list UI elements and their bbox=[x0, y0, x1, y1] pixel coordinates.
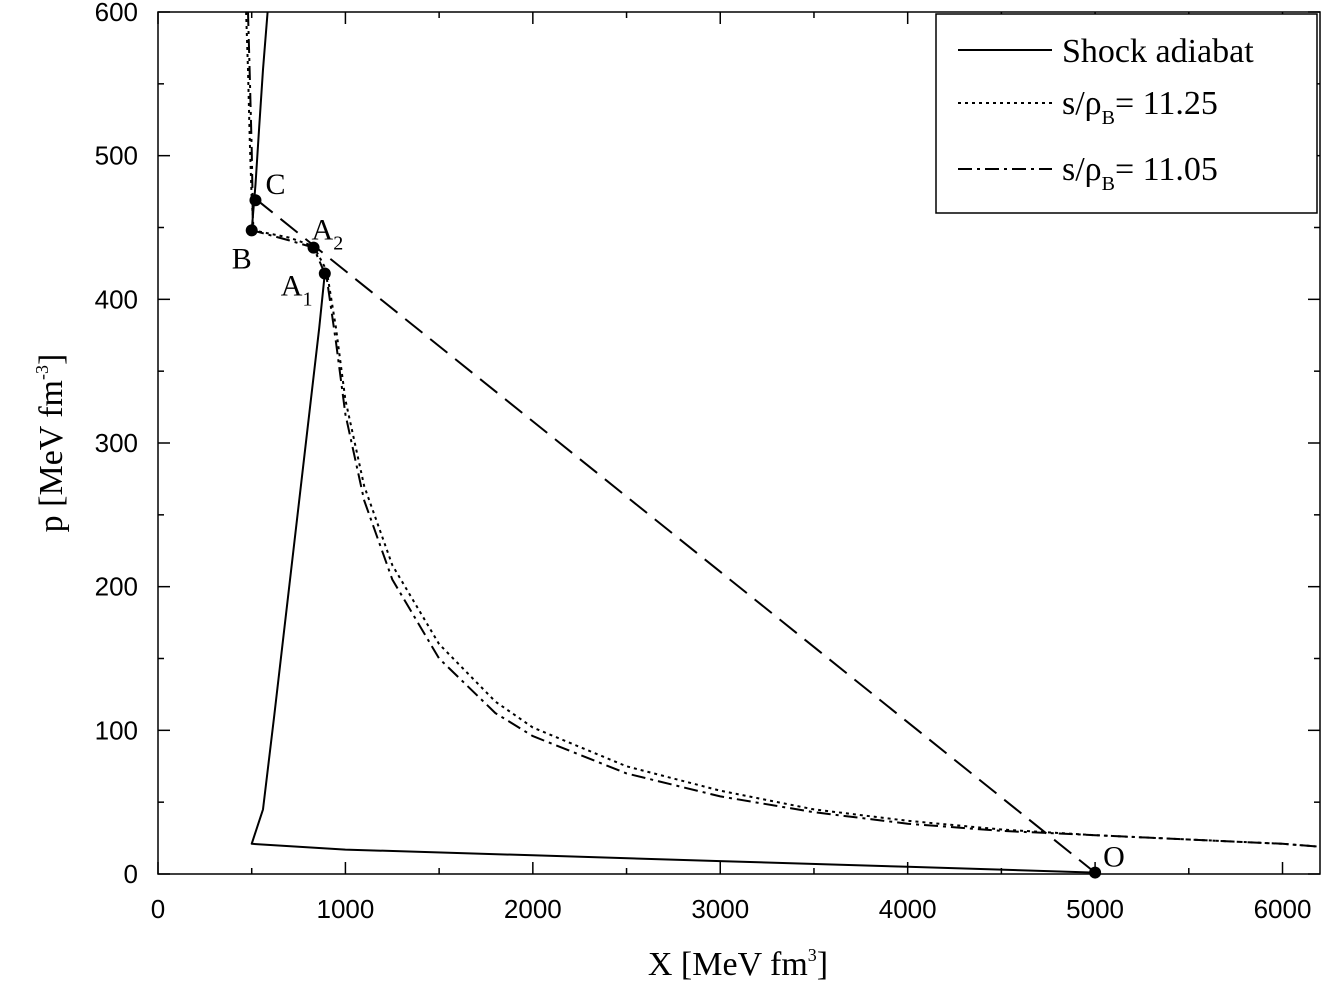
marker-label-C: C bbox=[265, 168, 285, 201]
y-tick-label: 500 bbox=[95, 141, 138, 171]
x-tick-label: 0 bbox=[151, 894, 165, 924]
y-tick-label: 600 bbox=[95, 0, 138, 27]
y-tick-label: 200 bbox=[95, 572, 138, 602]
series-line-0 bbox=[250, 273, 1096, 874]
legend-box bbox=[935, 13, 1318, 214]
y-tick-label: 100 bbox=[95, 715, 138, 745]
legend-label-s1125: s/ρB= 11.25 bbox=[1062, 85, 1218, 129]
marker-label-A1: A1 bbox=[281, 269, 313, 310]
marker-B bbox=[245, 224, 258, 237]
marker-C bbox=[249, 194, 262, 207]
marker-label-A2: A2 bbox=[312, 214, 344, 255]
x-tick-label: 4000 bbox=[879, 894, 937, 924]
x-tick-label: 5000 bbox=[1066, 894, 1124, 924]
series-line-4 bbox=[254, 198, 1096, 874]
y-tick-label: 300 bbox=[95, 428, 138, 458]
series-line-3 bbox=[247, 11, 1321, 848]
x-tick-label: 1000 bbox=[316, 894, 374, 924]
y-tick-label: 400 bbox=[95, 284, 138, 314]
y-tick-label: 0 bbox=[124, 859, 138, 889]
x-tick-label: 6000 bbox=[1254, 894, 1312, 924]
legend: Shock adiabat s/ρB= 11.25 s/ρB= 11.05 bbox=[935, 13, 1318, 214]
marker-layer: C B A2 A1 O bbox=[232, 168, 1125, 879]
y-axis-title: p [MeV fm-3] bbox=[32, 354, 70, 533]
legend-label-shock: Shock adiabat bbox=[1062, 33, 1254, 70]
tick-layer: 0 1000 2000 3000 4000 5000 6000 0 100 200 300 400 50… bbox=[95, 0, 1320, 924]
x-axis-title: X [MeV fm3] bbox=[648, 945, 828, 983]
x-tick-label: 2000 bbox=[504, 894, 562, 924]
x-tick-label: 3000 bbox=[691, 894, 749, 924]
marker-A2 bbox=[307, 241, 320, 254]
marker-label-O: O bbox=[1103, 841, 1125, 874]
marker-label-B: B bbox=[232, 242, 252, 275]
legend-label-s1105: s/ρB= 11.05 bbox=[1062, 151, 1218, 195]
marker-A1 bbox=[318, 267, 331, 280]
